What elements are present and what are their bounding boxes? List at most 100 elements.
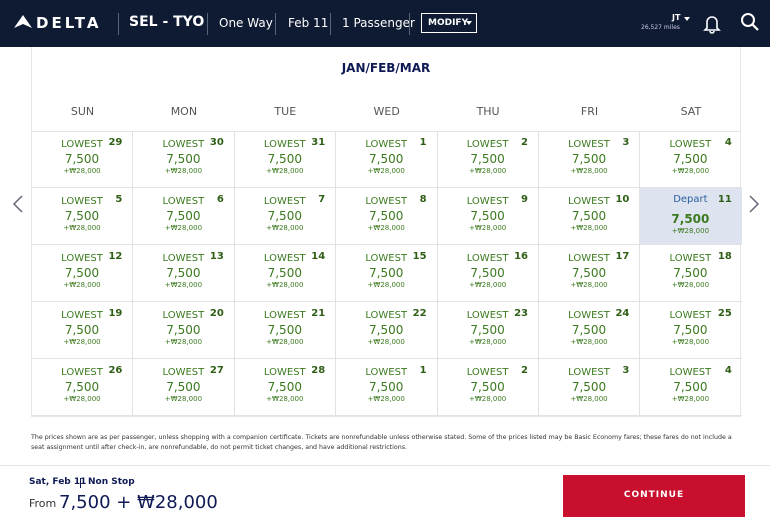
- fee: +₩28,000: [266, 281, 304, 289]
- day-cell[interactable]: LOWEST 5 7,500 +₩28,000: [32, 188, 134, 245]
- day-cell[interactable]: LOWEST 27 7,500 +₩28,000: [133, 359, 235, 416]
- fee: +₩28,000: [468, 338, 507, 346]
- user-initials[interactable]: JT: [672, 13, 681, 22]
- day-number: 26: [108, 365, 123, 376]
- fee: +₩28,000: [367, 395, 405, 403]
- miles-price: 7,500: [571, 323, 607, 337]
- day-cell[interactable]: LOWEST 1 7,500 +₩28,000: [336, 359, 438, 416]
- day-cell[interactable]: LOWEST 21 7,500 +₩28,000: [234, 302, 337, 359]
- day-cell[interactable]: LOWEST 4 7,500 +₩28,000: [640, 131, 742, 188]
- fare-label: LOWEST: [365, 310, 408, 321]
- day-cell[interactable]: LOWEST 8 7,500 +₩28,000: [336, 188, 438, 245]
- day-cell[interactable]: LOWEST 7 7,500 +₩28,000: [234, 188, 337, 245]
- day-cell[interactable]: LOWEST 12 7,500 +₩28,000: [32, 245, 134, 302]
- fare-label: LOWEST: [365, 253, 408, 264]
- day-cell[interactable]: LOWEST 16 7,500 +₩28,000: [437, 245, 539, 302]
- fee: +₩28,000: [367, 338, 405, 346]
- miles-price: 7,500: [369, 209, 404, 223]
- day-cell[interactable]: LOWEST 25 7,500 +₩28,000: [640, 302, 742, 359]
- next-arrow[interactable]: [748, 195, 760, 213]
- day-cell[interactable]: LOWEST 13 7,500 +₩28,000: [133, 245, 235, 302]
- logo-icon: [14, 15, 32, 28]
- day-cell[interactable]: Depart 11 7,500 +₩28,000: [640, 188, 742, 245]
- fare-label: LOWEST: [669, 367, 712, 378]
- day-cell[interactable]: LOWEST 1 7,500 +₩28,000: [336, 131, 438, 188]
- day-number: 30: [209, 137, 224, 148]
- miles-price: 7,500: [673, 323, 708, 337]
- continue-button[interactable]: CONTINUE: [563, 475, 745, 517]
- calendar: JAN/FEB/MAR SUN MON TUE WED THU FRI SAT LOWEST 2…: [31, 47, 742, 417]
- day-cell[interactable]: LOWEST 18 7,500 +₩28,000: [640, 245, 742, 302]
- day-cell[interactable]: LOWEST 4 7,500 +₩28,000: [640, 359, 742, 416]
- day-cell[interactable]: LOWEST 14 7,500 +₩28,000: [234, 245, 337, 302]
- passengers[interactable]: 1 Passenger: [342, 16, 415, 30]
- prev-arrow[interactable]: [12, 195, 24, 213]
- miles-price: 7,500: [166, 152, 201, 166]
- day-cell[interactable]: LOWEST 3 7,500 +₩28,000: [539, 131, 641, 188]
- day-cell[interactable]: LOWEST 19 7,500 +₩28,000: [32, 302, 134, 359]
- miles-price: 7,500: [166, 380, 201, 394]
- separator: [275, 13, 276, 35]
- search-icon[interactable]: [740, 12, 760, 32]
- day-cell[interactable]: LOWEST 9 7,500 +₩28,000: [437, 188, 539, 245]
- fee: +₩28,000: [164, 395, 203, 403]
- route[interactable]: SEL - TYO: [129, 14, 205, 30]
- fee: +₩28,000: [570, 395, 608, 403]
- day-number: 6: [216, 194, 224, 205]
- bell-icon[interactable]: [703, 14, 721, 34]
- day-cell[interactable]: LOWEST 2 7,500 +₩28,000: [437, 359, 539, 416]
- day-cell[interactable]: LOWEST 23 7,500 +₩28,000: [437, 302, 539, 359]
- miles-price: 7,500: [671, 212, 710, 226]
- day-cell[interactable]: LOWEST 15 7,500 +₩28,000: [336, 245, 438, 302]
- fare-label: LOWEST: [568, 310, 610, 321]
- weekday-label: SAT: [680, 105, 702, 118]
- day-number: 1: [419, 137, 427, 148]
- day-cell[interactable]: LOWEST 20 7,500 +₩28,000: [133, 302, 235, 359]
- fare-label: LOWEST: [162, 367, 205, 378]
- day-number: 19: [108, 308, 123, 319]
- fare-label: LOWEST: [568, 367, 610, 378]
- day-cell[interactable]: LOWEST 30 7,500 +₩28,000: [133, 131, 235, 188]
- day-cell[interactable]: LOWEST 26 7,500 +₩28,000: [32, 359, 134, 416]
- day-cell[interactable]: LOWEST 22 7,500 +₩28,000: [336, 302, 438, 359]
- fee: +₩28,000: [671, 395, 710, 403]
- miles-price: 7,500: [571, 266, 607, 280]
- day-number: 11: [717, 194, 732, 205]
- fee: +₩28,000: [367, 224, 405, 232]
- fare-label: Depart: [673, 194, 708, 205]
- day-number: 3: [622, 365, 630, 376]
- day-cell[interactable]: LOWEST 24 7,500 +₩28,000: [539, 302, 641, 359]
- fare-label: LOWEST: [61, 367, 103, 378]
- fare-label: LOWEST: [466, 196, 509, 207]
- stop-info: Non Stop: [88, 477, 135, 487]
- day-cell[interactable]: LOWEST 31 7,500 +₩28,000: [234, 131, 337, 188]
- brand[interactable]: DELTA: [36, 14, 102, 32]
- miles-price: 7,500: [267, 323, 302, 337]
- fee: +₩28,000: [164, 224, 203, 232]
- day-cell[interactable]: LOWEST 6 7,500 +₩28,000: [133, 188, 235, 245]
- day-number: 5: [115, 194, 123, 205]
- fee: +₩28,000: [671, 281, 710, 289]
- day-cell[interactable]: LOWEST 10 7,500 +₩28,000: [539, 188, 641, 245]
- fare-label: LOWEST: [162, 253, 205, 264]
- modify-button[interactable]: MODIFY: [421, 13, 477, 33]
- day-cell[interactable]: LOWEST 28 7,500 +₩28,000: [234, 359, 337, 416]
- day-number: 16: [514, 251, 528, 262]
- date[interactable]: Feb 11: [288, 16, 329, 30]
- weekday-label: THU: [476, 105, 500, 118]
- fare-label: LOWEST: [466, 253, 509, 264]
- fee: +₩28,000: [266, 338, 304, 346]
- continue-label: CONTINUE: [623, 490, 685, 500]
- fare-label: LOWEST: [162, 196, 205, 207]
- day-cell[interactable]: LOWEST 17 7,500 +₩28,000: [539, 245, 641, 302]
- fee: +₩28,000: [468, 224, 507, 232]
- day-number: 7: [318, 194, 326, 205]
- day-number: 27: [209, 365, 224, 376]
- day-cell[interactable]: LOWEST 2 7,500 +₩28,000: [437, 131, 539, 188]
- day-cell[interactable]: LOWEST 29 7,500 +₩28,000: [32, 131, 134, 188]
- trip-type[interactable]: One Way: [219, 16, 273, 30]
- day-cell[interactable]: LOWEST 3 7,500 +₩28,000: [539, 359, 641, 416]
- miles-price: 7,500: [470, 380, 505, 394]
- miles-price: 7,500: [64, 152, 100, 166]
